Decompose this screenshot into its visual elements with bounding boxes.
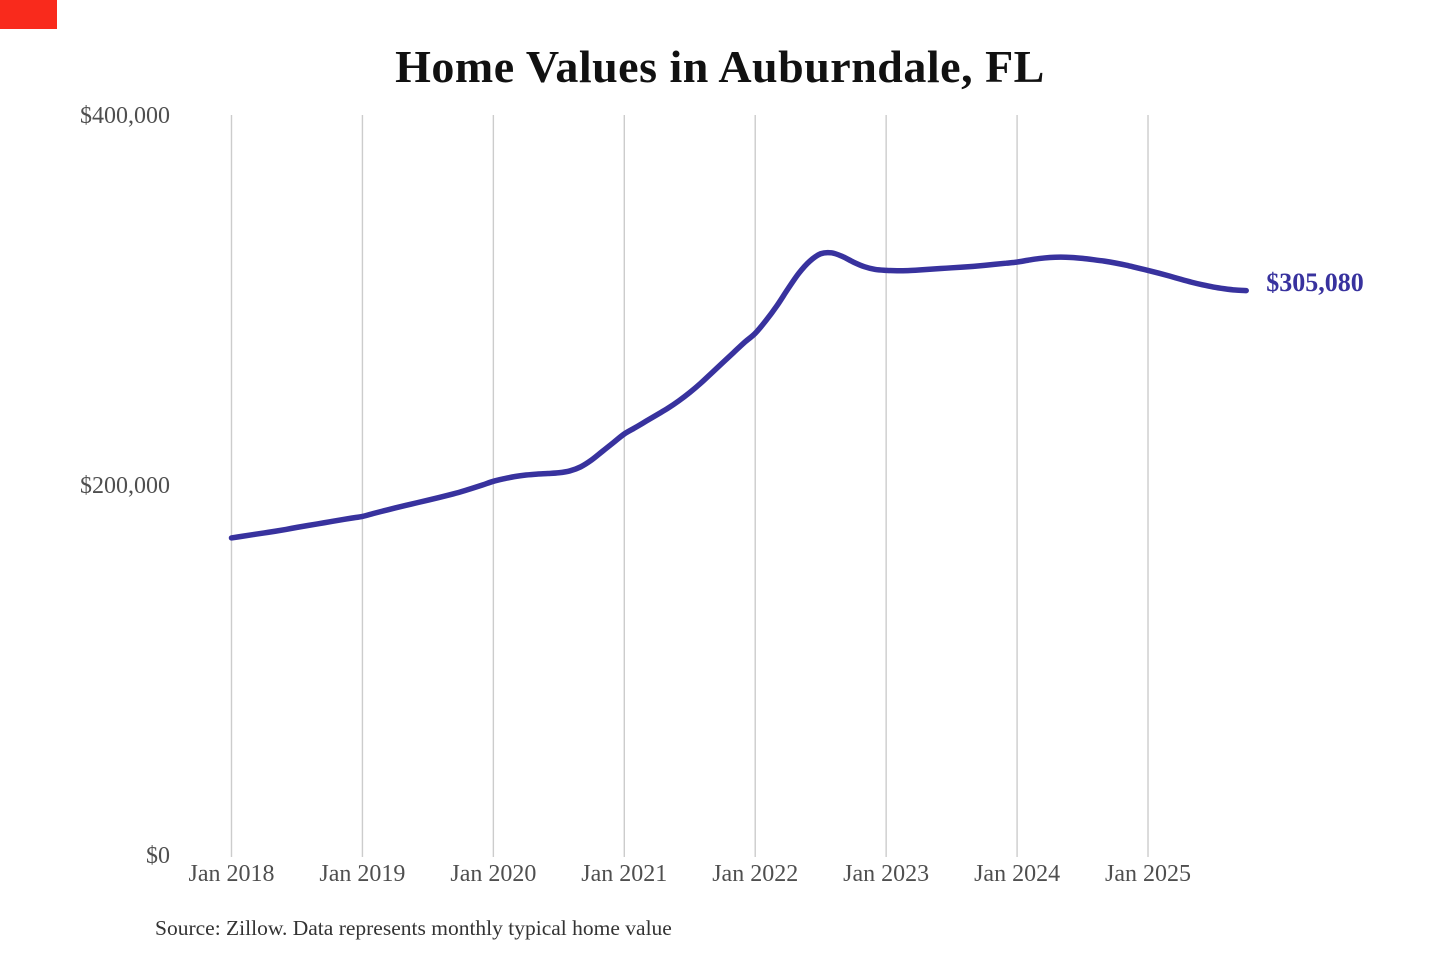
y-tick-label: $400,000: [80, 103, 170, 129]
x-tick-label: Jan 2024: [974, 861, 1060, 887]
y-tick-label: $200,000: [80, 473, 170, 499]
x-tick-label: Jan 2025: [1105, 861, 1191, 887]
x-tick-label: Jan 2023: [843, 861, 929, 887]
x-tick-label: Jan 2021: [581, 861, 667, 887]
x-tick-label: Jan 2022: [712, 861, 798, 887]
x-tick-label: Jan 2018: [189, 861, 275, 887]
red-corner-marker: [0, 0, 57, 29]
x-tick-label: Jan 2020: [450, 861, 536, 887]
home-value-line: [228, 249, 1249, 541]
y-tick-label: $0: [146, 843, 170, 869]
source-note: Source: Zillow. Data represents monthly …: [155, 916, 672, 940]
latest-value-label: $305,080: [1266, 268, 1364, 297]
x-tick-label: Jan 2019: [319, 861, 405, 887]
chart-title: Home Values in Auburndale, FL: [395, 41, 1045, 92]
